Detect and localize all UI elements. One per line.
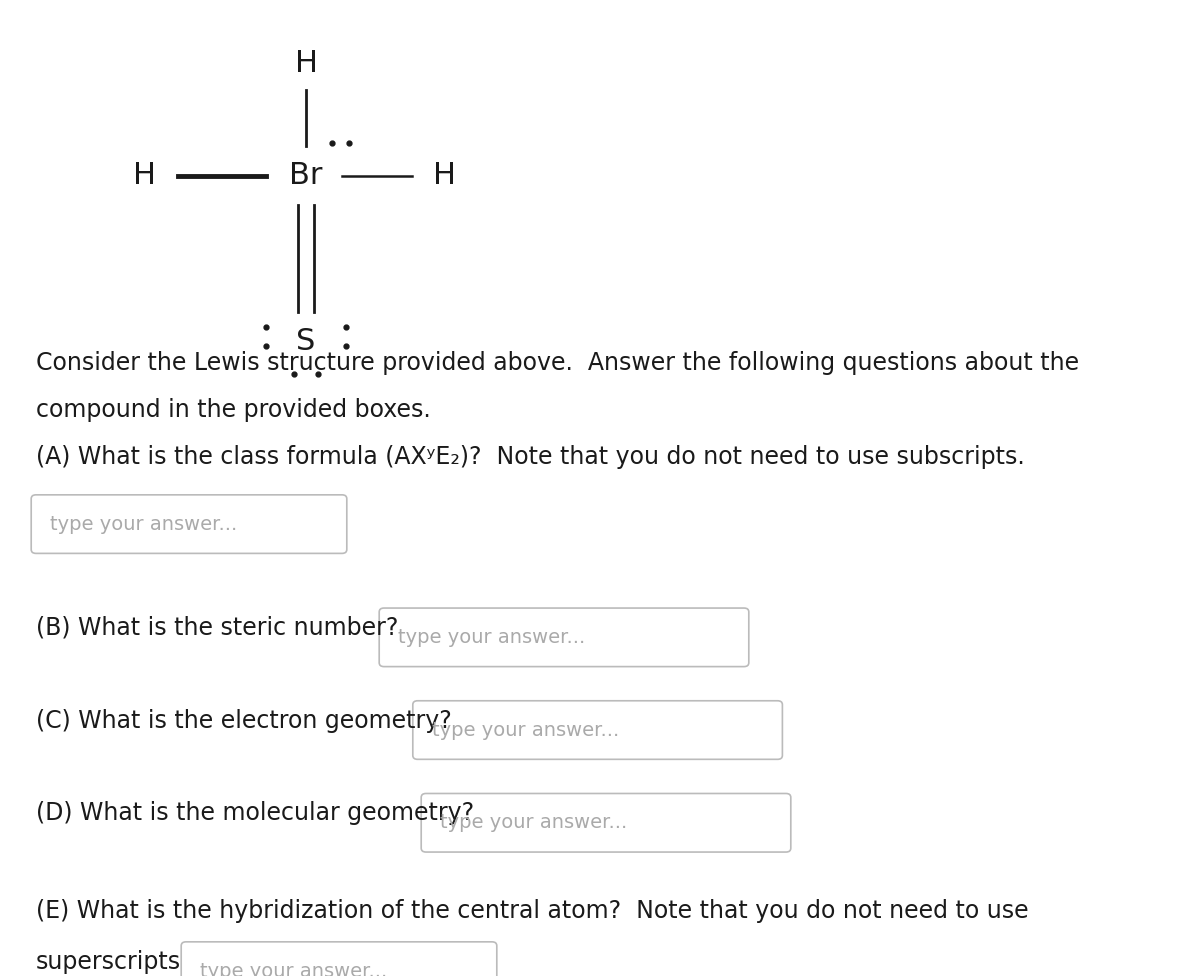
Text: (C) What is the electron geometry?: (C) What is the electron geometry? [36,709,451,733]
Text: superscripts: superscripts [36,950,181,974]
Text: Br: Br [289,161,323,190]
Text: (D) What is the molecular geometry?: (D) What is the molecular geometry? [36,801,474,826]
Text: H: H [132,161,156,190]
FancyBboxPatch shape [413,701,782,759]
Text: (E) What is the hybridization of the central atom?  Note that you do not need to: (E) What is the hybridization of the cen… [36,899,1028,923]
Text: type your answer...: type your answer... [398,628,586,647]
Text: compound in the provided boxes.: compound in the provided boxes. [36,398,431,423]
Text: H: H [294,49,318,78]
Text: H: H [432,161,456,190]
Text: type your answer...: type your answer... [440,813,628,833]
FancyBboxPatch shape [181,942,497,976]
Text: (A) What is the class formula (AXʸE₂)?  Note that you do not need to use subscri: (A) What is the class formula (AXʸE₂)? N… [36,445,1025,469]
FancyBboxPatch shape [31,495,347,553]
Text: S: S [296,327,316,356]
Text: type your answer...: type your answer... [50,514,238,534]
Text: type your answer...: type your answer... [200,961,388,976]
Text: (B) What is the steric number?: (B) What is the steric number? [36,616,398,640]
FancyBboxPatch shape [379,608,749,667]
Text: Consider the Lewis structure provided above.  Answer the following questions abo: Consider the Lewis structure provided ab… [36,351,1079,376]
Text: type your answer...: type your answer... [432,720,619,740]
FancyBboxPatch shape [421,793,791,852]
